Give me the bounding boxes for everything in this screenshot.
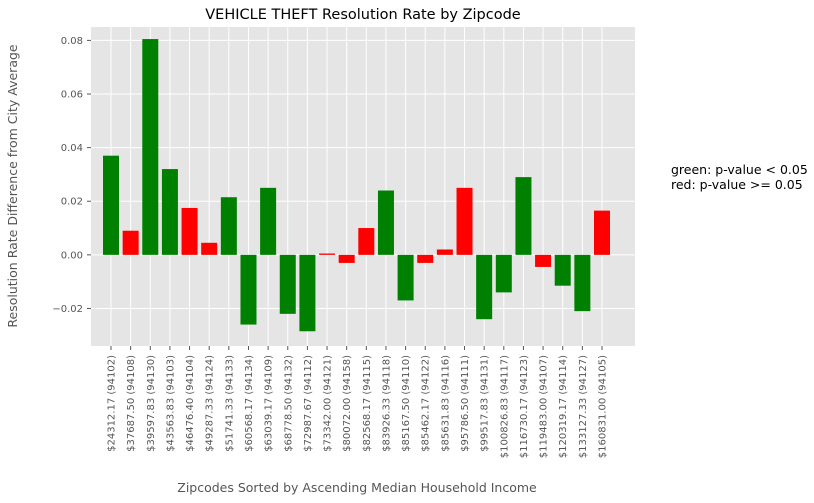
bar xyxy=(436,249,453,255)
bar xyxy=(103,155,119,255)
bar xyxy=(201,242,218,255)
x-axis-ticks: $24312.17 (94102) $37687.50 (94108) $39597… xyxy=(107,346,609,458)
y-tick-label: −0.02 xyxy=(52,304,83,315)
bar xyxy=(476,254,493,320)
x-tick-label: $73342.00 (94121) xyxy=(323,355,334,452)
x-tick-label: $133127.33 (94127) xyxy=(578,355,589,458)
chart-title: VEHICLE THEFT Resolution Rate by Zipcode xyxy=(205,7,521,23)
bar xyxy=(299,254,316,332)
x-tick-label: $99517.83 (94131) xyxy=(480,355,491,452)
x-tick-label: $51741.33 (94133) xyxy=(224,355,235,452)
bar xyxy=(495,254,512,293)
bar xyxy=(338,254,355,263)
x-tick-label: $80072.00 (94158) xyxy=(342,355,353,452)
x-tick-label: $85462.17 (94122) xyxy=(421,355,432,452)
x-axis-title: Zipcodes Sorted by Ascending Median Hous… xyxy=(177,480,537,495)
bar xyxy=(142,39,159,255)
x-tick-label: $43563.83 (94103) xyxy=(165,355,176,452)
x-tick-label: $95786.50 (94111) xyxy=(460,355,471,452)
x-tick-label: $37687.50 (94108) xyxy=(126,355,137,452)
x-tick-label: $39597.83 (94130) xyxy=(146,355,157,452)
bar xyxy=(515,177,532,255)
x-tick-label: $49287.33 (94124) xyxy=(205,355,216,452)
bar xyxy=(417,254,434,263)
y-axis-title: Resolution Rate Difference from City Ave… xyxy=(5,44,20,328)
annotation-not-significant: red: p-value >= 0.05 xyxy=(671,177,803,192)
plot-area xyxy=(91,27,635,346)
x-tick-label: $83926.33 (94118) xyxy=(381,355,392,452)
bar xyxy=(397,254,414,301)
bar xyxy=(260,187,277,255)
bar xyxy=(240,254,257,325)
x-tick-label: $72987.67 (94112) xyxy=(303,355,314,452)
bar xyxy=(456,187,473,255)
x-tick-label: $85631.83 (94116) xyxy=(440,355,451,452)
x-tick-label: $63039.17 (94109) xyxy=(264,355,275,452)
bars xyxy=(103,39,610,332)
x-tick-label: $120319.17 (94114) xyxy=(558,355,569,458)
bar xyxy=(279,254,296,314)
x-tick-label: $116730.17 (94123) xyxy=(519,355,530,458)
bar xyxy=(574,254,591,312)
y-tick-label: 0.00 xyxy=(61,250,83,261)
x-tick-label: $46476.40 (94104) xyxy=(185,355,196,452)
x-tick-label: $82568.17 (94115) xyxy=(362,355,373,452)
bar xyxy=(554,254,571,286)
y-tick-label: 0.02 xyxy=(61,197,83,208)
x-tick-label: $68778.50 (94132) xyxy=(283,355,294,452)
y-tick-label: 0.06 xyxy=(61,90,83,101)
bar xyxy=(358,228,375,255)
bar xyxy=(181,207,198,255)
y-tick-label: 0.08 xyxy=(61,36,83,47)
x-tick-label: $160831.00 (94105) xyxy=(598,355,609,458)
bar xyxy=(594,210,610,255)
bar xyxy=(122,230,139,255)
y-tick-label: 0.04 xyxy=(61,143,83,154)
x-tick-label: $60568.17 (94134) xyxy=(244,355,255,452)
bar xyxy=(377,190,394,255)
x-tick-label: $100826.83 (94117) xyxy=(499,355,510,458)
x-tick-label: $85167.50 (94110) xyxy=(401,355,412,452)
annotation-significant: green: p-value < 0.05 xyxy=(671,162,808,177)
y-axis-ticks: −0.02 0.00 0.02 0.04 0.06 0.08 xyxy=(52,36,91,315)
bar xyxy=(319,253,336,255)
bar xyxy=(161,169,178,255)
bar xyxy=(535,254,552,267)
x-tick-label: $119483.00 (94107) xyxy=(539,355,550,458)
x-tick-label: $24312.17 (94102) xyxy=(107,355,118,452)
bar xyxy=(220,197,237,255)
